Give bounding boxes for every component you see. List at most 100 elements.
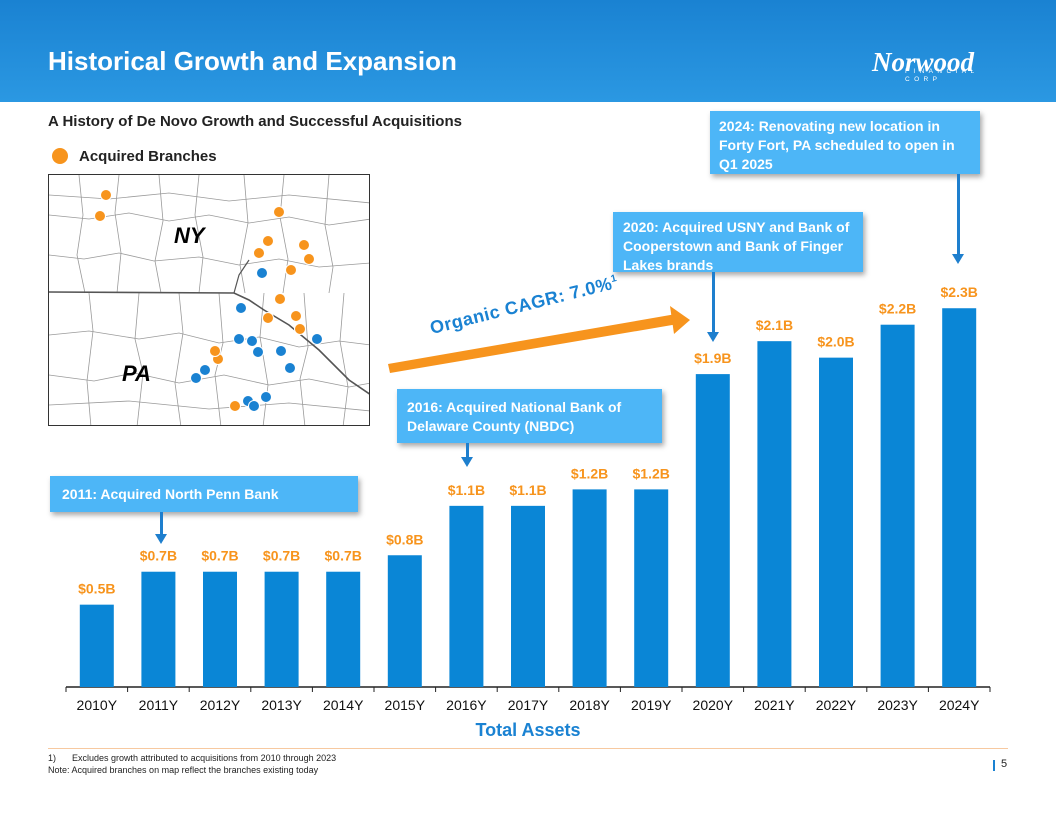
data-label-2018Y: $1.2B [571, 465, 608, 481]
bar-2024Y [942, 308, 977, 687]
county-lines [49, 175, 369, 425]
data-label-2024Y: $2.3B [941, 284, 978, 300]
callout-2024-arrow-line [957, 174, 960, 256]
callout-2016: 2016: Acquired National Bank of Delaware… [397, 389, 662, 443]
x-tick-label-2011Y: 2011Y [139, 697, 179, 713]
section-subtitle: A History of De Novo Growth and Successf… [48, 113, 462, 130]
x-tick-label-2021Y: 2021Y [754, 697, 795, 713]
callout-2016-arrow-line [466, 443, 469, 459]
bar-2018Y [572, 489, 607, 687]
callout-2016-text: 2016: Acquired National Bank of Delaware… [407, 399, 622, 434]
map-label-ny: NY [174, 223, 205, 248]
data-label-2020Y: $1.9B [694, 350, 731, 366]
x-tick-label-2015Y: 2015Y [385, 697, 426, 713]
bar-2022Y [819, 357, 853, 687]
data-label-2015Y: $0.8B [386, 531, 423, 547]
bar-2016Y [449, 505, 484, 687]
x-tick-label-2024Y: 2024Y [939, 697, 980, 713]
branch-pin [235, 302, 247, 314]
legend-label: Acquired Branches [79, 148, 217, 165]
bar-2013Y [264, 571, 299, 687]
data-label-2017Y: $1.1B [509, 482, 546, 498]
acquired-branch-pin [229, 400, 241, 412]
callout-2016-arrow-head [461, 457, 473, 467]
branch-pin [275, 345, 287, 357]
callout-2024-arrow-head [952, 254, 964, 264]
acquired-branch-pin [290, 310, 302, 322]
x-tick-label-2020Y: 2020Y [693, 697, 734, 713]
company-logo: Norwood FINANCIAL CORP [872, 47, 1012, 83]
branch-pin [199, 364, 211, 376]
acquired-branch-pin [274, 293, 286, 305]
x-tick-label-2014Y: 2014Y [323, 697, 364, 713]
bar-2019Y [634, 489, 669, 687]
logo-wordmark: Norwood [872, 47, 975, 77]
acquired-branch-pin [273, 206, 285, 218]
footnote-1-text: Excludes growth attributed to acquisitio… [72, 753, 337, 763]
cagr-arrow [388, 306, 690, 373]
bar-2010Y [79, 604, 114, 687]
branch-pin [311, 333, 323, 345]
callout-2024: 2024: Renovating new location in Forty F… [710, 111, 980, 174]
acquired-branch-pin [294, 323, 306, 335]
data-label-2012Y: $0.7B [201, 548, 238, 564]
bar-2011Y [141, 571, 176, 687]
page-number-bar [993, 760, 995, 771]
branch-pin [246, 335, 258, 347]
acquired-branch-pin [100, 189, 112, 201]
branch-map: NY PA [48, 174, 370, 426]
callout-2020-arrow-line [712, 272, 715, 334]
callout-2020-arrow-head [707, 332, 719, 342]
branch-pin [233, 333, 245, 345]
x-tick-label-2022Y: 2022Y [816, 697, 857, 713]
bar-2015Y [387, 555, 422, 687]
acquired-branch-pin [94, 210, 106, 222]
footer-divider [48, 748, 1008, 749]
acquired-branch-pin [209, 345, 221, 357]
header-banner [0, 0, 1056, 102]
map-label-pa: PA [122, 361, 151, 386]
acquired-branch-pin [262, 312, 274, 324]
data-label-2016Y: $1.1B [448, 482, 485, 498]
bar-2023Y [880, 324, 915, 687]
data-label-2022Y: $2.0B [817, 334, 854, 350]
callout-2011-arrow-head [155, 534, 167, 544]
x-tick-label-2019Y: 2019Y [631, 697, 672, 713]
data-label-2013Y: $0.7B [263, 548, 300, 564]
acquired-branch-dot-icon [52, 148, 68, 164]
data-label-2019Y: $1.2B [633, 465, 670, 481]
page-title: Historical Growth and Expansion [48, 46, 457, 76]
x-tick-label-2010Y: 2010Y [77, 697, 118, 713]
x-tick-label-2013Y: 2013Y [261, 697, 302, 713]
callout-2024-text: 2024: Renovating new location in Forty F… [719, 118, 955, 172]
callout-2020: 2020: Acquired USNY and Bank of Cooperst… [613, 212, 863, 273]
x-tick-label-2016Y: 2016Y [446, 697, 487, 713]
page-number: 5 [1001, 758, 1008, 770]
data-label-2014Y: $0.7B [325, 548, 362, 564]
callout-2011-arrow-line [160, 512, 163, 536]
data-label-2010Y: $0.5B [78, 581, 115, 597]
data-label-2011Y: $0.7B [140, 548, 177, 564]
acquired-branch-pin [303, 253, 315, 265]
branch-pin [248, 400, 260, 412]
footnote-1-number: 1) [48, 753, 57, 763]
bar-2012Y [203, 571, 237, 687]
bar-2014Y [326, 571, 361, 687]
branch-pin [190, 372, 202, 384]
x-tick-label-2018Y: 2018Y [569, 697, 610, 713]
branch-pin [260, 391, 272, 403]
branch-pin [252, 346, 264, 358]
x-tick-label-2017Y: 2017Y [508, 697, 549, 713]
footnote-note: Note: Acquired branches on map reflect t… [48, 765, 319, 775]
data-label-2023Y: $2.2B [879, 301, 916, 317]
x-tick-label-2023Y: 2023Y [877, 697, 918, 713]
logo-tagline: FINANCIAL CORP [905, 68, 979, 83]
branch-pin [256, 267, 268, 279]
x-axis-title: Total Assets [475, 720, 581, 740]
acquired-branch-pin [262, 235, 274, 247]
callout-2020-text: 2020: Acquired USNY and Bank of Cooperst… [623, 219, 850, 273]
bar-2017Y [511, 505, 545, 687]
data-label-2021Y: $2.1B [756, 317, 793, 333]
bar-2020Y [695, 374, 730, 687]
